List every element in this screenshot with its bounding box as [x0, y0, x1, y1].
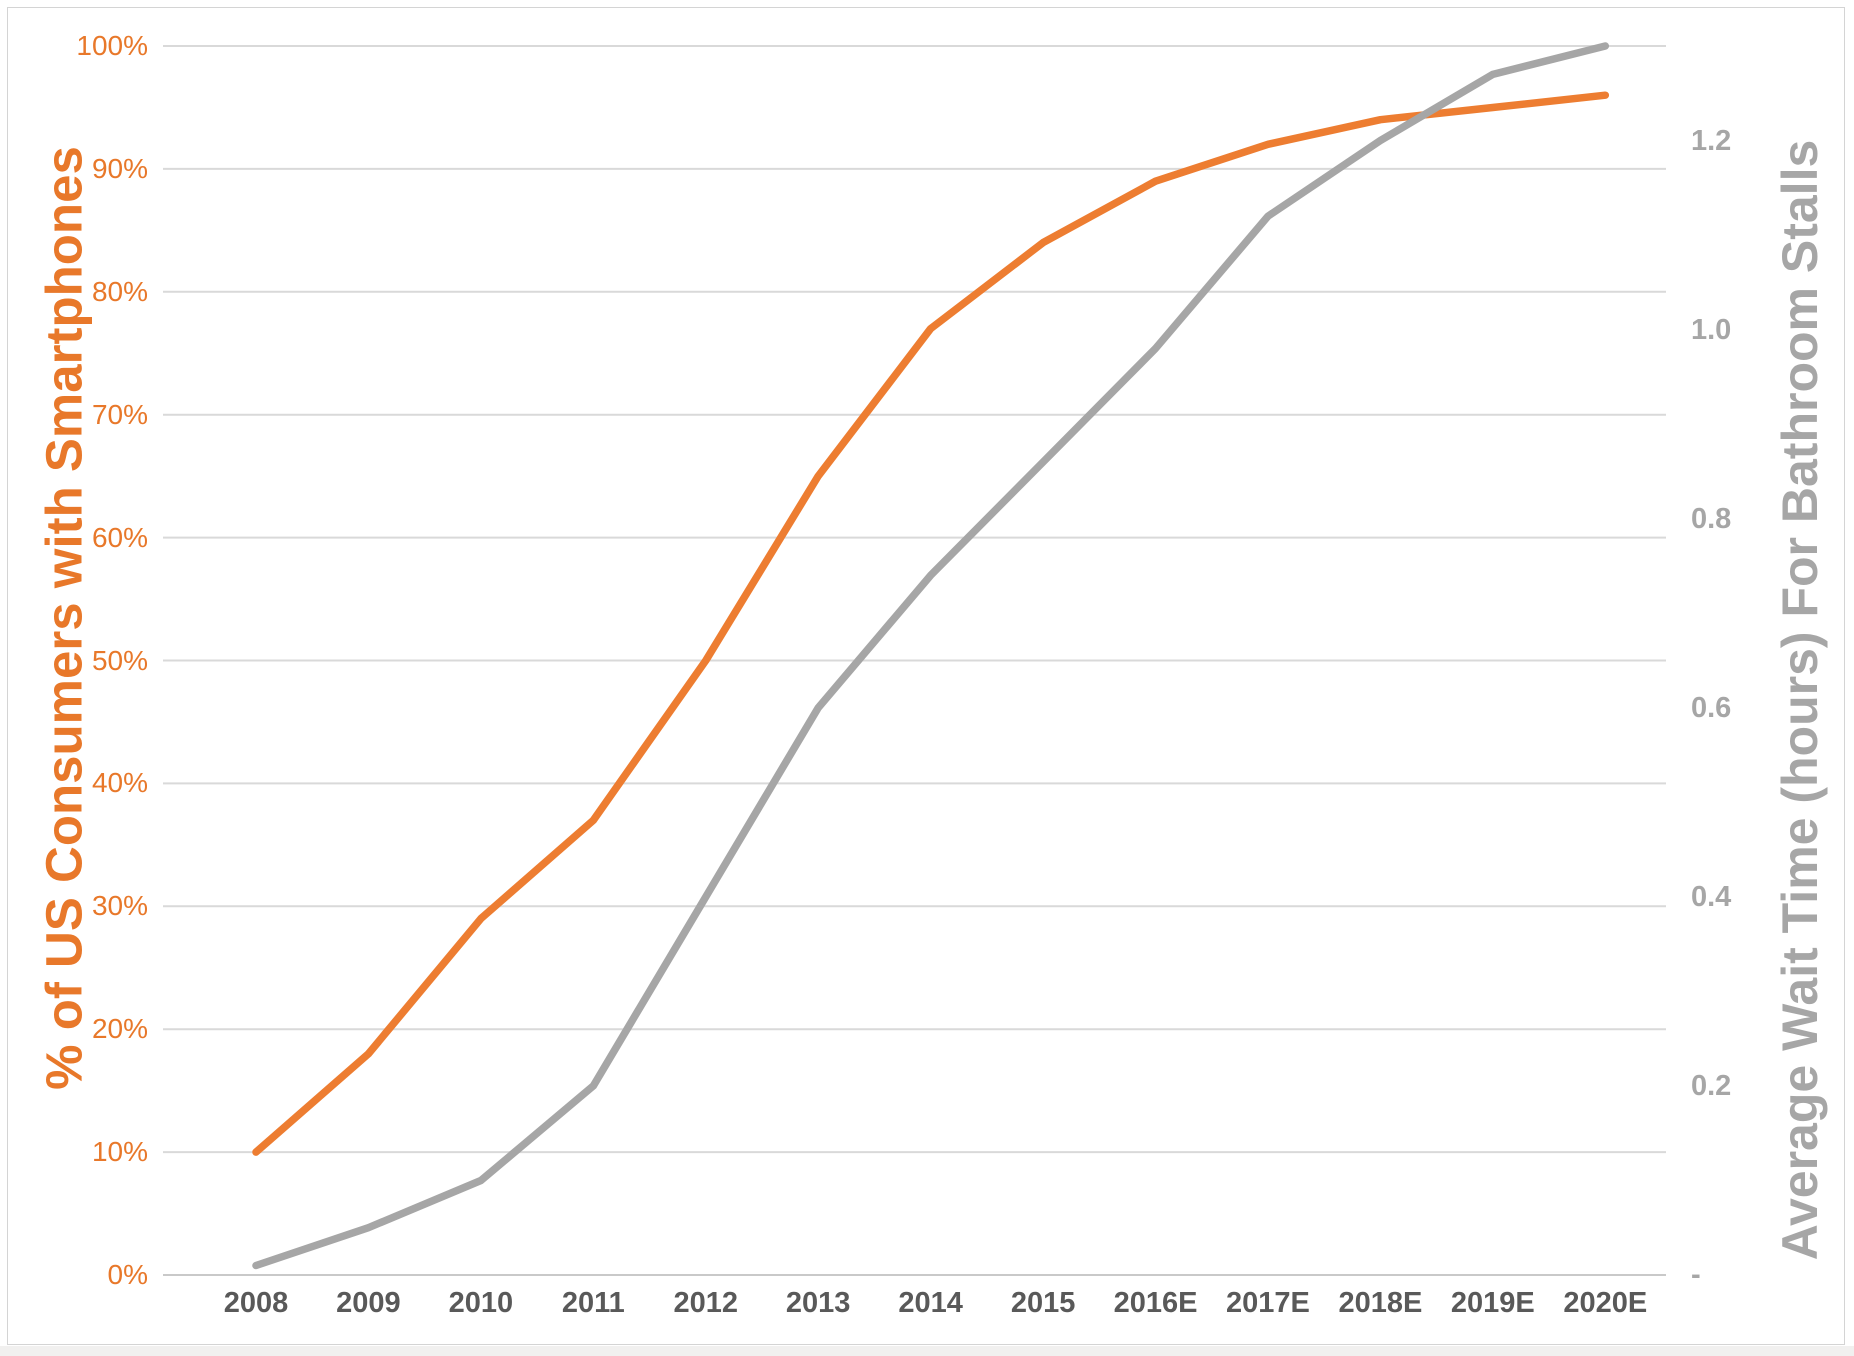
x-axis-tick-label: 2019E [1450, 1287, 1535, 1319]
right-axis-tick-label: 1.2 [1691, 124, 1732, 157]
right-axis-tick-label: - [1691, 1259, 1701, 1291]
x-axis-tick-label: 2008 [223, 1287, 289, 1319]
x-axis-tick-label: 2012 [673, 1287, 738, 1319]
left-axis-tick-label: 100% [76, 30, 148, 61]
left-axis-title: % of US Consumers with Smartphones [35, 146, 93, 1090]
page-background-strip [0, 1346, 1854, 1356]
right-axis-tick-label: 0.8 [1691, 502, 1732, 535]
x-axis-tick-label: 2014 [898, 1287, 963, 1319]
wait-time-line [252, 42, 1610, 1270]
x-axis-tick-label: 2016E [1113, 1287, 1198, 1319]
x-axis-tick-label: 2018E [1338, 1287, 1423, 1319]
left-axis-tick-label: 50% [91, 644, 148, 676]
x-axis-tick-label: 2020E [1563, 1287, 1648, 1319]
left-axis-tick-label: 90% [91, 152, 148, 184]
left-axis-tick-label: 10% [91, 1136, 148, 1168]
smartphones-line [252, 91, 1610, 1156]
x-axis-tick-label: 2013 [785, 1287, 851, 1319]
right-axis-tick-label: 1.0 [1691, 313, 1732, 346]
right-axis-title: Average Wait Time (hours) For Bathroom S… [1772, 139, 1828, 1261]
left-axis-tick-label: 60% [91, 521, 148, 553]
x-axis-tick-label: 2017E [1226, 1287, 1310, 1319]
right-axis-tick-label: 0.2 [1691, 1069, 1732, 1102]
x-axis-tick-label: 2011 [561, 1287, 625, 1319]
left-axis-tick-label: 40% [91, 767, 148, 799]
chart-card [7, 7, 1845, 1345]
right-axis-tick-label: 0.6 [1691, 691, 1732, 724]
x-axis-tick-label: 2010 [448, 1287, 514, 1319]
left-axis-tick-label: 30% [91, 890, 148, 922]
left-axis-tick-label: 70% [91, 398, 148, 430]
x-axis-tick-label: 2009 [336, 1287, 401, 1319]
right-axis-tick-label: 0.4 [1691, 880, 1732, 913]
left-axis-tick-label: 20% [91, 1013, 148, 1045]
left-axis-tick-label: 80% [91, 275, 148, 307]
x-axis-tick-label: 2015 [1010, 1287, 1076, 1319]
left-axis-tick-label: 0% [107, 1259, 148, 1290]
